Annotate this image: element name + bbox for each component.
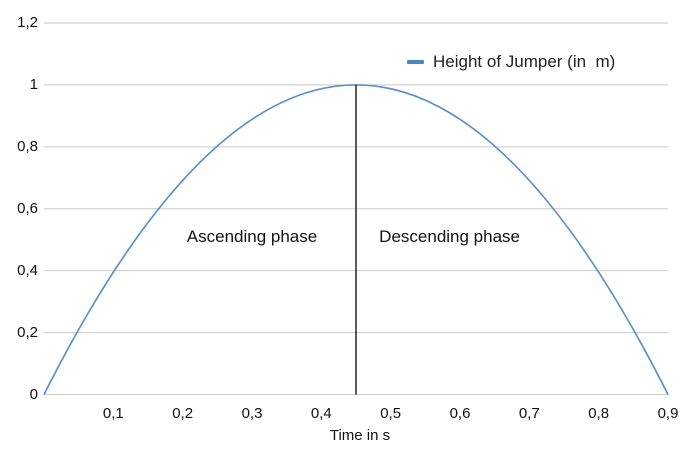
x-tick-label: 0,4 xyxy=(310,405,332,422)
y-tick-label: 1 xyxy=(29,75,38,93)
x-tick-label: 0,3 xyxy=(241,405,263,422)
x-axis-title: Time in s xyxy=(329,427,391,444)
x-tick-label: 0,7 xyxy=(518,405,540,422)
legend-line-marker xyxy=(407,60,424,64)
height-curve xyxy=(43,84,669,395)
y-tick-label: 0,4 xyxy=(17,261,38,279)
ascending-phase-label: Ascending phase xyxy=(186,226,318,246)
x-tick-label: 0,9 xyxy=(657,405,679,422)
descending-phase-label: Descending phase xyxy=(379,226,521,246)
y-tick-label: 0,2 xyxy=(17,323,38,341)
y-tick-label: 0,8 xyxy=(17,137,38,155)
x-tick-label: 0,8 xyxy=(588,405,610,422)
y-tick-label: 0,6 xyxy=(17,199,38,217)
x-tick-label: 0,6 xyxy=(449,405,471,422)
y-tick-label: 0 xyxy=(29,385,38,403)
x-tick-label: 0,1 xyxy=(102,405,124,422)
legend-label: Height of Jumper (in m) xyxy=(433,52,616,71)
legend: Height of Jumper (in m) xyxy=(407,52,615,72)
y-tick-label: 1,2 xyxy=(17,14,38,31)
x-tick-label: 0,2 xyxy=(172,405,194,422)
x-tick-label: 0,5 xyxy=(380,405,402,422)
